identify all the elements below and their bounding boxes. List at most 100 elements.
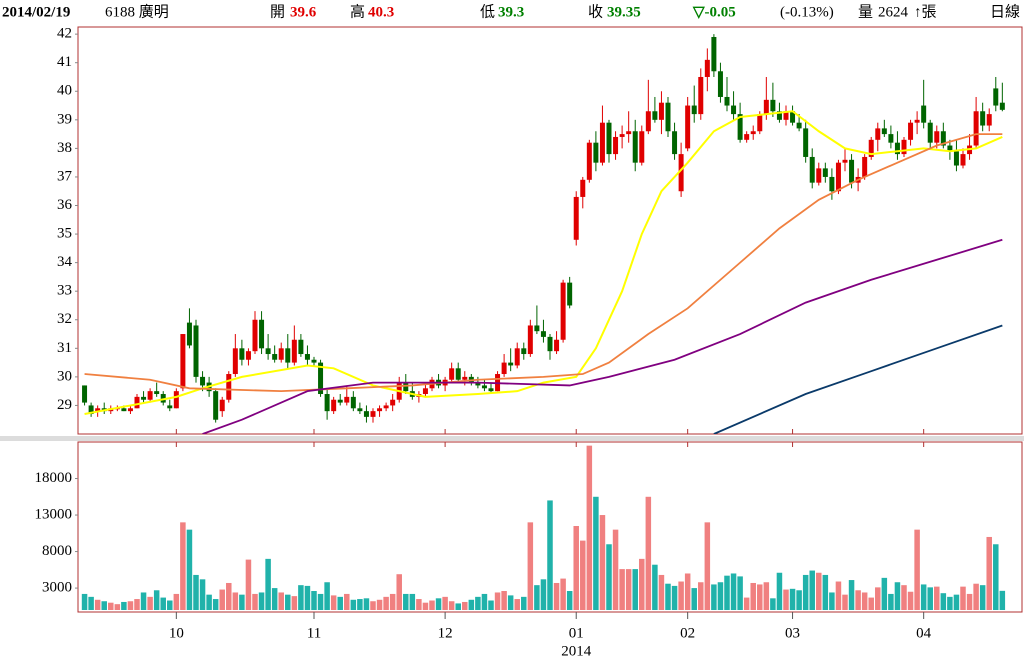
volume-bar (304, 585, 311, 610)
volume-bar (101, 601, 107, 610)
candle-body (455, 368, 461, 380)
header: 2014/02/19 6188 廣明 開 39.6 高 40.3 低 39.3 … (2, 3, 1020, 20)
y-tick-label: 3000 (42, 580, 72, 596)
volume-bar (855, 590, 861, 610)
candle-body (95, 408, 101, 412)
volume-bar (861, 592, 868, 610)
volume-bar (993, 544, 999, 610)
open-label: 開 (270, 4, 285, 20)
candle-body (908, 122, 914, 140)
volume-bar (645, 496, 652, 610)
volume-bar (639, 558, 645, 610)
moving-average-line (713, 324, 1003, 434)
volume-bar (108, 602, 114, 610)
volume-bar (212, 599, 219, 610)
candle-body (783, 111, 789, 120)
volume-bar (435, 598, 442, 610)
volume-bar (966, 593, 973, 610)
candle-body (337, 399, 343, 403)
volume-bar (612, 529, 619, 610)
candle-body (501, 362, 507, 375)
volume-bar (606, 544, 612, 610)
candle-body (685, 105, 691, 149)
volume-bar (914, 529, 920, 610)
volume-bar (396, 574, 402, 610)
candle-body (226, 374, 232, 400)
candle-body (272, 354, 278, 360)
candle-body (790, 111, 796, 123)
candle-body (737, 114, 743, 140)
volume-bar (737, 576, 743, 610)
volume-bar (521, 596, 527, 610)
volume-bar (186, 529, 193, 610)
volume-bar (193, 574, 199, 610)
volume-bar (278, 592, 284, 610)
y-tick-label: 32 (57, 311, 72, 327)
candle-body (567, 282, 573, 306)
volume-bar (848, 580, 855, 610)
volume-bar (127, 601, 134, 610)
candle-body (881, 128, 887, 135)
candle-body (750, 131, 756, 135)
volume-bar (776, 572, 783, 610)
volume-bar (875, 587, 881, 610)
volume-bar (311, 591, 317, 610)
candle-body (213, 391, 219, 420)
candle-body (127, 408, 133, 412)
candle-body (704, 59, 710, 77)
candle-body (121, 408, 127, 412)
candle-body (973, 111, 979, 146)
volume-bar (206, 594, 212, 610)
candle-body (711, 36, 717, 72)
low-value: 39.3 (498, 4, 524, 20)
candle-body (534, 325, 540, 332)
candle-body (717, 71, 723, 97)
y-tick-label: 39 (57, 111, 72, 127)
candle-body (370, 411, 376, 417)
volume-bar (940, 593, 947, 610)
candle-body (527, 325, 533, 355)
volume-bar (586, 445, 593, 610)
candle-body (311, 359, 317, 363)
candle-body (167, 405, 173, 409)
candle-body (914, 119, 920, 123)
volume-pane (77, 441, 1023, 613)
candle-body (980, 111, 986, 126)
volume-bar (625, 569, 632, 610)
candle-body (757, 114, 763, 132)
candle-body (278, 348, 284, 360)
candle-body (383, 405, 389, 409)
volume-bar (842, 594, 848, 610)
candle-body (835, 162, 841, 192)
volume-bar (979, 585, 986, 610)
volume-bar (468, 599, 475, 610)
candle-body (403, 382, 409, 392)
candle-body (318, 362, 324, 395)
candle-body (731, 105, 737, 115)
x-tick-label: 01 (569, 625, 584, 641)
candle-body (744, 134, 750, 140)
volume-bar (593, 496, 599, 610)
candle-body (849, 159, 855, 183)
volume-bar (920, 584, 927, 610)
volume-bar (376, 599, 383, 610)
candle-body (580, 179, 586, 197)
volume-bar (540, 579, 547, 610)
candle-body (141, 396, 147, 400)
candle-body (481, 385, 487, 389)
volume-bar (298, 585, 304, 610)
volume-bar (88, 596, 94, 610)
volume-bar (868, 597, 874, 610)
volume-bar (927, 587, 933, 610)
y-tick-label: 37 (57, 168, 73, 184)
volume-unit: ↑張 (914, 4, 937, 20)
candle-body (658, 102, 664, 120)
volume-bar (507, 595, 514, 610)
candle-body (160, 394, 166, 403)
volume-bar (219, 589, 225, 610)
volume-bar (534, 585, 540, 610)
volume-bar (81, 593, 88, 610)
y-tick-label: 36 (57, 197, 73, 213)
candle-body (809, 156, 815, 183)
